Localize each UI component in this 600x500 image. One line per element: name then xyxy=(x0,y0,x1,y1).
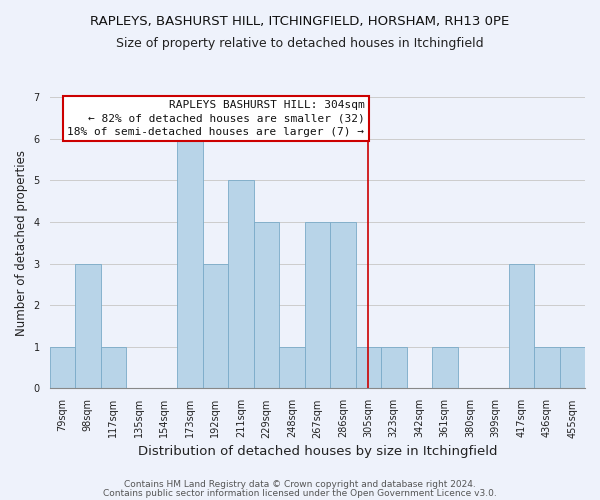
Bar xyxy=(509,264,534,388)
Text: Contains HM Land Registry data © Crown copyright and database right 2024.: Contains HM Land Registry data © Crown c… xyxy=(124,480,476,489)
Bar xyxy=(560,347,585,389)
Bar xyxy=(50,347,75,389)
Y-axis label: Number of detached properties: Number of detached properties xyxy=(15,150,28,336)
Bar xyxy=(203,264,228,388)
Bar xyxy=(381,347,407,389)
Text: RAPLEYS, BASHURST HILL, ITCHINGFIELD, HORSHAM, RH13 0PE: RAPLEYS, BASHURST HILL, ITCHINGFIELD, HO… xyxy=(91,15,509,28)
Bar xyxy=(305,222,330,388)
Bar xyxy=(432,347,458,389)
Text: RAPLEYS BASHURST HILL: 304sqm
← 82% of detached houses are smaller (32)
18% of s: RAPLEYS BASHURST HILL: 304sqm ← 82% of d… xyxy=(67,100,364,136)
Bar xyxy=(534,347,560,389)
Bar xyxy=(75,264,101,388)
Bar xyxy=(101,347,126,389)
Bar xyxy=(356,347,381,389)
Bar xyxy=(279,347,305,389)
Bar xyxy=(177,138,203,388)
Text: Size of property relative to detached houses in Itchingfield: Size of property relative to detached ho… xyxy=(116,38,484,51)
Bar xyxy=(228,180,254,388)
Text: Contains public sector information licensed under the Open Government Licence v3: Contains public sector information licen… xyxy=(103,489,497,498)
X-axis label: Distribution of detached houses by size in Itchingfield: Distribution of detached houses by size … xyxy=(137,444,497,458)
Bar xyxy=(254,222,279,388)
Bar xyxy=(330,222,356,388)
